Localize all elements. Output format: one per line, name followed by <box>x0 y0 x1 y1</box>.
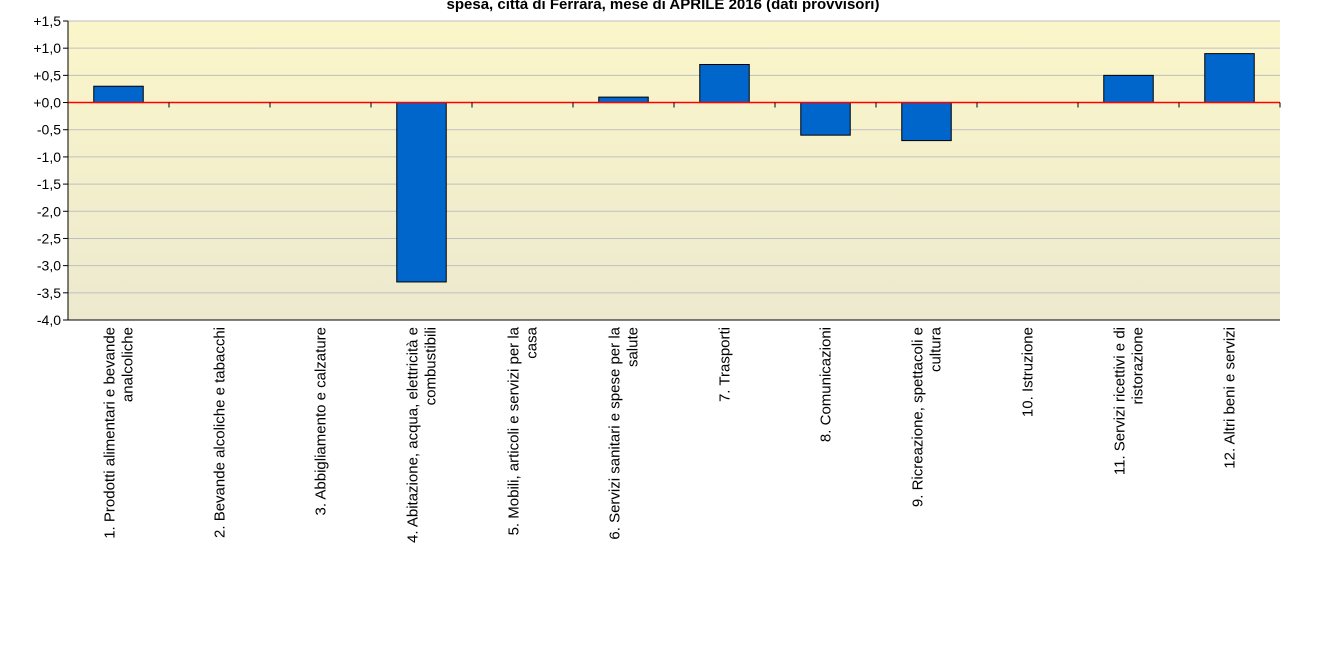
category-label: 11. Servizi ricettivi e di ristorazione <box>1112 327 1147 475</box>
category-label: 1. Prodotti alimentari e bevande analcoli… <box>102 327 137 539</box>
category-label: 9. Ricreazione, spettacoli e cultura <box>910 326 945 507</box>
category-label-line: 10. Istruzione <box>1020 327 1037 417</box>
y-tick-label: -1,5 <box>37 176 61 192</box>
plot-area <box>68 21 1280 320</box>
category-label: 7. Trasporti <box>717 327 734 402</box>
category-label-line: 9. Ricreazione, spettacoli e <box>910 327 927 507</box>
y-tick-label: -0,5 <box>37 122 61 138</box>
bar <box>1204 53 1255 104</box>
category-label-line: 7. Trasporti <box>717 327 734 402</box>
category-label-line: 3. Abbigliamento e calzature <box>313 327 330 515</box>
bar <box>699 63 750 104</box>
category-label-line: analcoliche <box>120 327 137 402</box>
category-label: 2. Bevande alcoliche e tabacchi <box>212 327 229 538</box>
category-label-line: salute <box>625 327 642 367</box>
y-tick-label: -3,5 <box>37 285 61 301</box>
y-tick-label: +0,5 <box>33 67 61 83</box>
category-label-line: 5. Mobili, articoli e servizi per la <box>506 326 523 535</box>
x-axis-labels: 1. Prodotti alimentari e bevande analcoli… <box>102 326 1239 543</box>
category-label-line: combustibili <box>423 327 440 405</box>
category-label-line: 1. Prodotti alimentari e bevande <box>102 327 119 539</box>
category-label: 8. Comunicazioni <box>818 327 835 442</box>
category-label: 4. Abitazione, acqua, elettricità e combu… <box>405 327 440 543</box>
category-label-line: ristorazione <box>1130 327 1147 405</box>
y-tick-label: +0,0 <box>33 95 61 111</box>
category-label: 5. Mobili, articoli e servizi per la casa <box>506 326 541 535</box>
y-tick-label: -2,5 <box>37 230 61 246</box>
category-label-line: 2. Bevande alcoliche e tabacchi <box>212 327 229 538</box>
bar <box>1103 74 1154 104</box>
y-tick-label: -4,0 <box>37 312 61 328</box>
category-label: 10. Istruzione <box>1020 327 1037 417</box>
axes <box>67 21 1281 321</box>
chart-title: spesa, città di Ferrara, mese di APRILE … <box>446 0 880 13</box>
bar <box>396 102 447 283</box>
bar <box>901 102 952 142</box>
bar <box>93 85 144 104</box>
category-label-line: cultura <box>928 326 945 372</box>
category-label: 6. Servizi sanitari e spese per la salute <box>607 326 642 539</box>
category-label-line: casa <box>524 326 541 358</box>
category-label-line: 6. Servizi sanitari e spese per la <box>607 326 624 539</box>
bar <box>800 102 851 136</box>
y-tick-label: -1,0 <box>37 149 61 165</box>
category-label-line: 12. Altri beni e servizi <box>1222 327 1239 469</box>
y-tick-label: -3,0 <box>37 258 61 274</box>
bar <box>598 96 649 104</box>
category-label: 12. Altri beni e servizi <box>1222 327 1239 469</box>
category-label-line: 8. Comunicazioni <box>818 327 835 442</box>
category-label-line: 11. Servizi ricettivi e di <box>1112 327 1129 475</box>
y-axis-ticks: +1,5 +1,0 +0,5 +0,0 -0,5 -1,0 -1,5 -2,0 -2,5 -3,0… <box>33 13 68 328</box>
category-label-line: 4. Abitazione, acqua, elettricità e <box>405 327 422 543</box>
bars <box>93 53 1255 283</box>
y-tick-label: -2,0 <box>37 203 61 219</box>
y-tick-label: +1,5 <box>33 13 61 29</box>
category-label: 3. Abbigliamento e calzature <box>313 327 330 515</box>
y-tick-label: +1,0 <box>33 40 61 56</box>
